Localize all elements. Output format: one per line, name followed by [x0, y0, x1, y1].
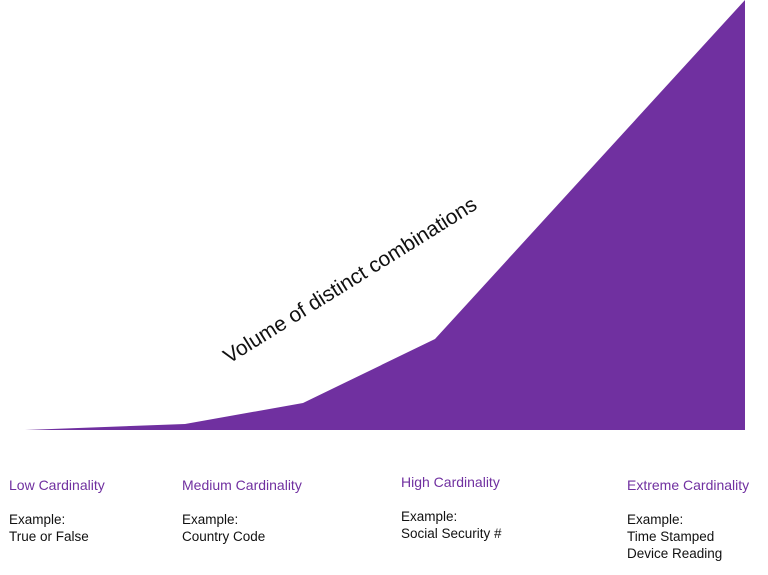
example-label: Example: [182, 512, 239, 527]
level-example: Example: True or False [9, 511, 179, 545]
level-high: High Cardinality Example: Social Securit… [401, 473, 571, 542]
level-title: Medium Cardinality [182, 477, 302, 493]
level-extreme: Extreme Cardinality Example: Time Stampe… [627, 476, 768, 562]
level-low: Low Cardinality Example: True or False [9, 476, 179, 545]
example-value: Device Reading [627, 546, 723, 561]
level-title: Extreme Cardinality [627, 477, 750, 493]
cardinality-growth-area [25, 0, 745, 430]
level-title: Low Cardinality [9, 477, 105, 493]
example-value: Time Stamped [627, 529, 715, 544]
example-value: True or False [9, 529, 89, 544]
level-example: Example: Social Security # [401, 508, 571, 542]
level-medium: Medium Cardinality Example: Country Code [182, 476, 352, 545]
example-label: Example: [401, 509, 458, 524]
level-title: High Cardinality [401, 474, 500, 490]
example-label: Example: [627, 512, 684, 527]
level-example: Example: Country Code [182, 511, 352, 545]
example-value: Social Security # [401, 526, 502, 541]
example-label: Example: [9, 512, 66, 527]
example-value: Country Code [182, 529, 266, 544]
level-example: Example: Time Stamped Device Reading [627, 511, 768, 562]
